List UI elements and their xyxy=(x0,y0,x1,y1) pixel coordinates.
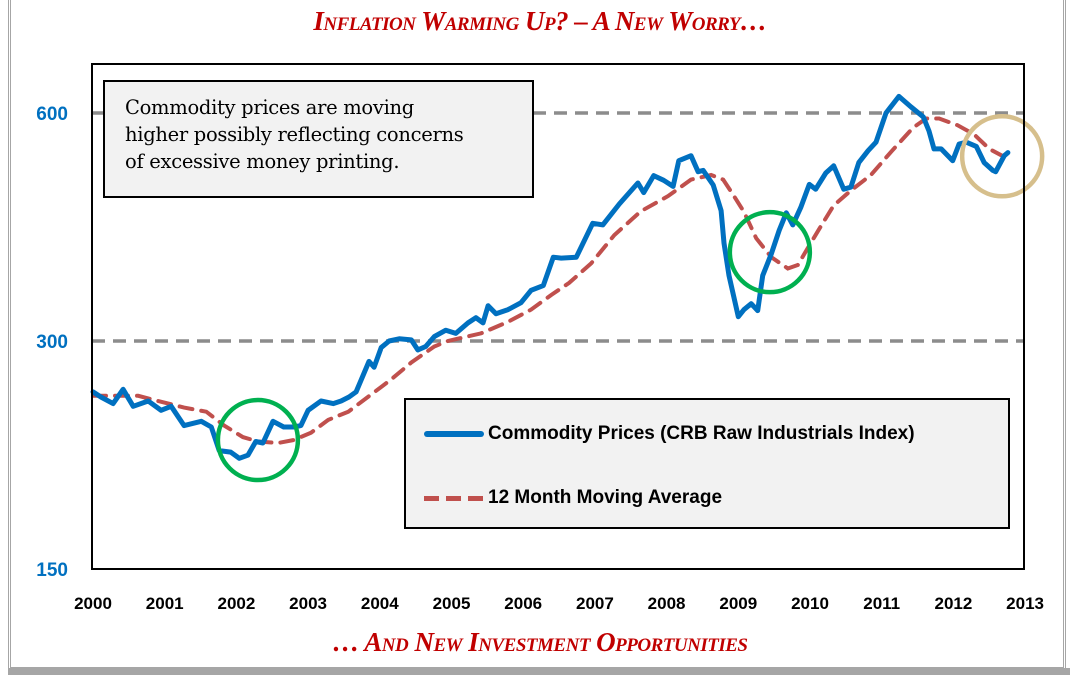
x-tick-label: 2007 xyxy=(576,594,614,613)
x-tick-label: 2012 xyxy=(934,594,972,613)
x-tick-label: 2013 xyxy=(1006,594,1044,613)
x-tick-label: 2005 xyxy=(433,594,471,613)
series-line-commodity-prices xyxy=(90,93,1011,461)
legend: Commodity Prices (CRB Raw Industrials In… xyxy=(404,398,1010,529)
highlight-circle-3 xyxy=(959,114,1045,199)
legend-item-moving-average: 12 Month Moving Average xyxy=(424,486,722,510)
chart-title: Inflation Warming Up? – A New Worry… xyxy=(313,6,767,36)
annotation-line-3: of excessive money printing. xyxy=(125,150,400,173)
x-axis-ticks: 2000 2001 2002 2003 2004 2005 2006 2007 2008 2009… xyxy=(74,594,1044,613)
legend-label: Commodity Prices (CRB Raw Industrials In… xyxy=(488,423,915,444)
x-tick-label: 2002 xyxy=(217,594,255,613)
highlight-circle-1 xyxy=(215,397,301,483)
y-tick-label: 600 xyxy=(36,104,68,125)
series-layer xyxy=(90,93,1011,461)
highlight-circles xyxy=(215,114,1045,483)
y-tick-label: 150 xyxy=(36,560,68,581)
plot-area-border xyxy=(91,63,1025,570)
highlight-circle-2 xyxy=(727,209,813,295)
legend-swatch-solid-line xyxy=(424,431,484,437)
x-tick-label: 2004 xyxy=(361,594,399,613)
x-tick-label: 2006 xyxy=(504,594,542,613)
x-tick-label: 2009 xyxy=(719,594,757,613)
chart-subtitle: … And New Investment Opportunities xyxy=(332,627,748,657)
x-tick-label: 2000 xyxy=(74,594,112,613)
annotation-line-1: Commodity prices are moving xyxy=(125,96,414,119)
x-tick-label: 2010 xyxy=(791,594,829,613)
x-tick-label: 2011 xyxy=(863,594,900,613)
x-tick-label: 2008 xyxy=(648,594,686,613)
series-line-moving-average xyxy=(91,116,1007,446)
annotation-box: Commodity prices are moving higher possi… xyxy=(103,80,534,198)
y-axis-ticks: 150 300 600 xyxy=(36,104,68,581)
legend-item-commodity-prices: Commodity Prices (CRB Raw Industrials In… xyxy=(424,422,915,446)
x-tick-label: 2001 xyxy=(146,594,184,613)
legend-label: 12 Month Moving Average xyxy=(488,487,723,508)
annotation-line-2: higher possibly reflecting concerns xyxy=(125,123,464,146)
outer-frame-bottom xyxy=(8,668,1070,675)
y-tick-label: 300 xyxy=(36,332,68,353)
legend-swatch-dashed-line xyxy=(424,495,484,501)
x-tick-label: 2003 xyxy=(289,594,327,613)
